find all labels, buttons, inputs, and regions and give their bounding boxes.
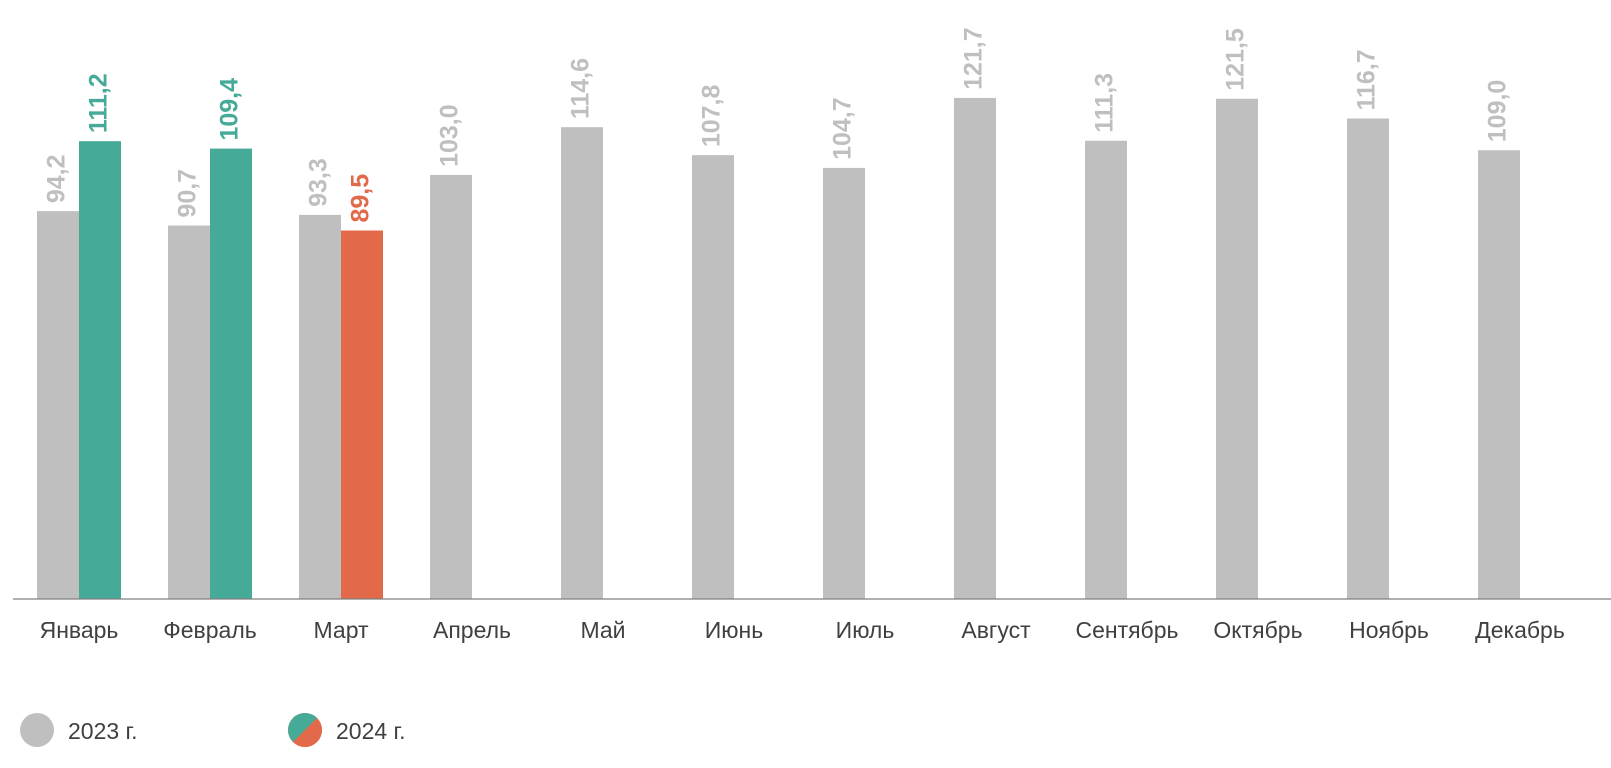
bar [692, 155, 734, 599]
x-tick-label: Сентябрь [1075, 617, 1178, 643]
bar [79, 141, 121, 599]
legend-swatch [292, 717, 323, 747]
value-label: 111,2 [85, 73, 113, 133]
x-tick-label: Ноябрь [1349, 617, 1429, 643]
value-label: 109,4 [216, 78, 244, 141]
x-tick-label: Октябрь [1213, 617, 1302, 643]
legend-label: 2023 г. [68, 718, 138, 744]
value-label: 90,7 [174, 169, 202, 218]
value-label: 93,3 [305, 158, 333, 207]
legend-swatch [20, 713, 54, 747]
value-label: 89,5 [347, 174, 375, 223]
value-label: 103,0 [436, 104, 464, 167]
legend-label: 2024 г. [336, 718, 406, 744]
bar [561, 127, 603, 600]
value-label: 111,3 [1091, 73, 1119, 133]
value-label: 94,2 [43, 154, 71, 203]
bar [1216, 98, 1258, 599]
value-label: 109,0 [1484, 80, 1512, 143]
bar [168, 225, 210, 599]
x-tick-label: Август [961, 617, 1031, 643]
bar [1478, 150, 1520, 599]
bar [954, 97, 996, 599]
x-tick-label: Июнь [705, 617, 763, 643]
value-label: 121,5 [1222, 28, 1250, 91]
x-tick-label: Май [580, 617, 625, 643]
x-tick-label: Декабрь [1475, 617, 1565, 643]
bar [210, 148, 252, 599]
legend-swatch [288, 712, 318, 743]
bar [37, 211, 79, 599]
x-tick-label: Июль [836, 617, 895, 643]
value-label: 116,7 [1353, 49, 1381, 110]
value-label: 114,6 [567, 58, 595, 119]
bar [341, 230, 383, 599]
value-label: 104,7 [829, 97, 857, 160]
x-tick-label: Февраль [163, 617, 256, 643]
value-label: 121,7 [960, 27, 988, 90]
bar [430, 174, 472, 599]
bar [299, 214, 341, 599]
x-tick-label: Январь [40, 617, 119, 643]
bar [1347, 118, 1389, 599]
x-tick-label: Март [313, 617, 368, 643]
bar [1085, 140, 1127, 599]
value-label: 107,8 [698, 85, 726, 148]
x-tick-label: Апрель [433, 617, 511, 643]
bar [823, 167, 865, 600]
